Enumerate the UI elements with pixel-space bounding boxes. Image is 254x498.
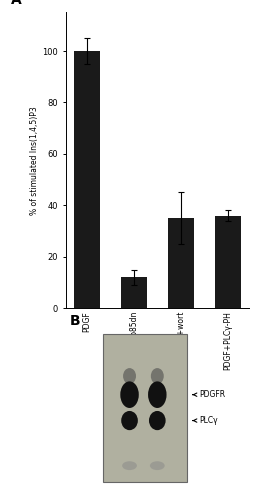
Bar <box>74 51 100 308</box>
Text: PLCγ: PLCγ <box>200 416 218 425</box>
Bar <box>168 218 194 308</box>
Ellipse shape <box>121 411 138 430</box>
Ellipse shape <box>123 368 136 384</box>
Ellipse shape <box>122 461 137 470</box>
Ellipse shape <box>149 411 166 430</box>
Text: B: B <box>70 314 80 328</box>
Bar <box>121 277 147 308</box>
Ellipse shape <box>150 461 165 470</box>
Bar <box>103 334 187 482</box>
Bar <box>215 216 241 308</box>
Y-axis label: % of stimulated Ins(1,4,5)P3: % of stimulated Ins(1,4,5)P3 <box>30 106 39 215</box>
Ellipse shape <box>120 381 139 408</box>
Text: A: A <box>11 0 22 6</box>
Ellipse shape <box>148 381 167 408</box>
Ellipse shape <box>151 368 164 384</box>
Text: PDGFR: PDGFR <box>200 390 226 399</box>
